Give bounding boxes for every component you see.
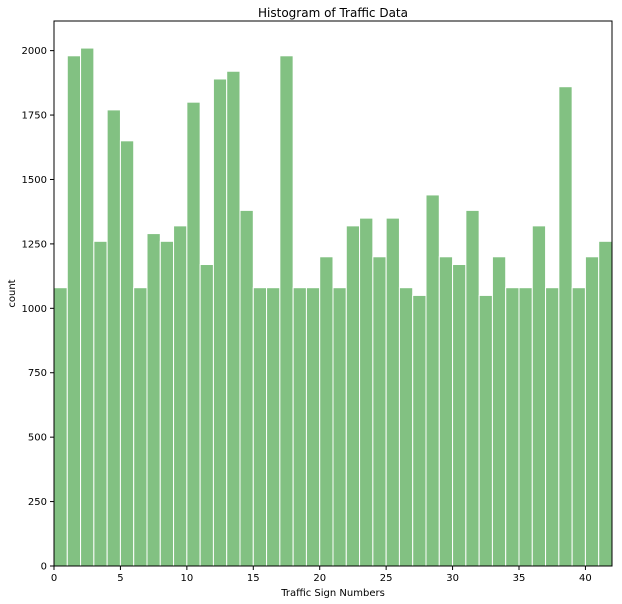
x-tick-label: 20 (313, 573, 326, 584)
histogram-bar (398, 287, 414, 567)
x-axis-title: Traffic Sign Numbers (280, 588, 385, 599)
histogram-bar (252, 287, 268, 567)
x-tick-label: 15 (247, 573, 260, 584)
y-tick-label: 1250 (22, 239, 47, 250)
histogram-bar (66, 55, 82, 567)
x-tick-label: 40 (579, 573, 592, 584)
y-tick-label: 2000 (22, 46, 47, 57)
x-tick-label: 0 (51, 573, 57, 584)
histogram-bar (332, 287, 347, 567)
histogram-bar (93, 240, 108, 567)
histogram-bar (412, 294, 427, 567)
histogram-bar (465, 209, 480, 567)
histogram-bar (226, 70, 241, 567)
histogram-bar (80, 47, 95, 567)
histogram-bar (545, 287, 560, 567)
x-tick-label: 35 (513, 573, 526, 584)
histogram-bar (173, 225, 188, 567)
y-tick-label: 1750 (22, 111, 47, 122)
histogram-bar (452, 264, 467, 567)
y-tick-label: 500 (28, 433, 47, 444)
histogram-bar (146, 233, 161, 567)
y-tick-label: 1000 (22, 304, 47, 315)
x-tick-label: 30 (446, 573, 459, 584)
histogram-bar (372, 256, 387, 567)
x-tick-label: 5 (117, 573, 123, 584)
plot-frame (53, 20, 613, 567)
histogram-bar (239, 209, 254, 567)
y-tick-label: 750 (28, 368, 47, 379)
y-tick-label: 0 (41, 562, 47, 573)
histogram-bar (292, 287, 307, 567)
histogram-bar (558, 86, 573, 567)
histogram-bar (319, 256, 334, 567)
histogram-bar (199, 264, 214, 567)
histogram-bar (598, 240, 613, 567)
histogram-bar (159, 240, 175, 567)
histogram-bar (212, 78, 228, 567)
histogram-bar (305, 287, 321, 567)
histogram-bar (531, 225, 547, 567)
bars-group (53, 47, 613, 567)
y-tick-label: 1500 (22, 175, 47, 186)
histogram-bar (478, 294, 493, 567)
y-tick-label: 250 (28, 497, 47, 508)
histogram-bar (518, 287, 533, 567)
chart-title: Histogram of Traffic Data (258, 6, 408, 20)
histogram-bar (133, 287, 148, 567)
x-tick-label: 10 (180, 573, 193, 584)
histogram-bar (505, 287, 520, 567)
y-axis-ticks: 0 250 500 750 1000 1250 1500 1750 2000 (22, 46, 54, 573)
histogram-bar (53, 287, 68, 567)
histogram-bar (438, 256, 454, 567)
x-axis-ticks: 0 5 10 15 20 25 30 35 40 (51, 566, 592, 584)
histogram-bar (571, 287, 586, 567)
histogram-bar (106, 109, 121, 567)
histogram-bar (279, 55, 294, 567)
x-tick-label: 25 (380, 573, 393, 584)
histogram-bar (345, 225, 361, 567)
histogram-bar (425, 194, 440, 567)
histogram-bar (119, 140, 135, 567)
histogram-bar (385, 217, 400, 567)
histogram-bar (186, 101, 201, 567)
histogram-bar (584, 256, 600, 567)
y-axis-title: count (7, 279, 18, 307)
histogram-bar (266, 287, 281, 567)
histogram-bar (359, 217, 374, 567)
histogram-bar (491, 256, 507, 567)
